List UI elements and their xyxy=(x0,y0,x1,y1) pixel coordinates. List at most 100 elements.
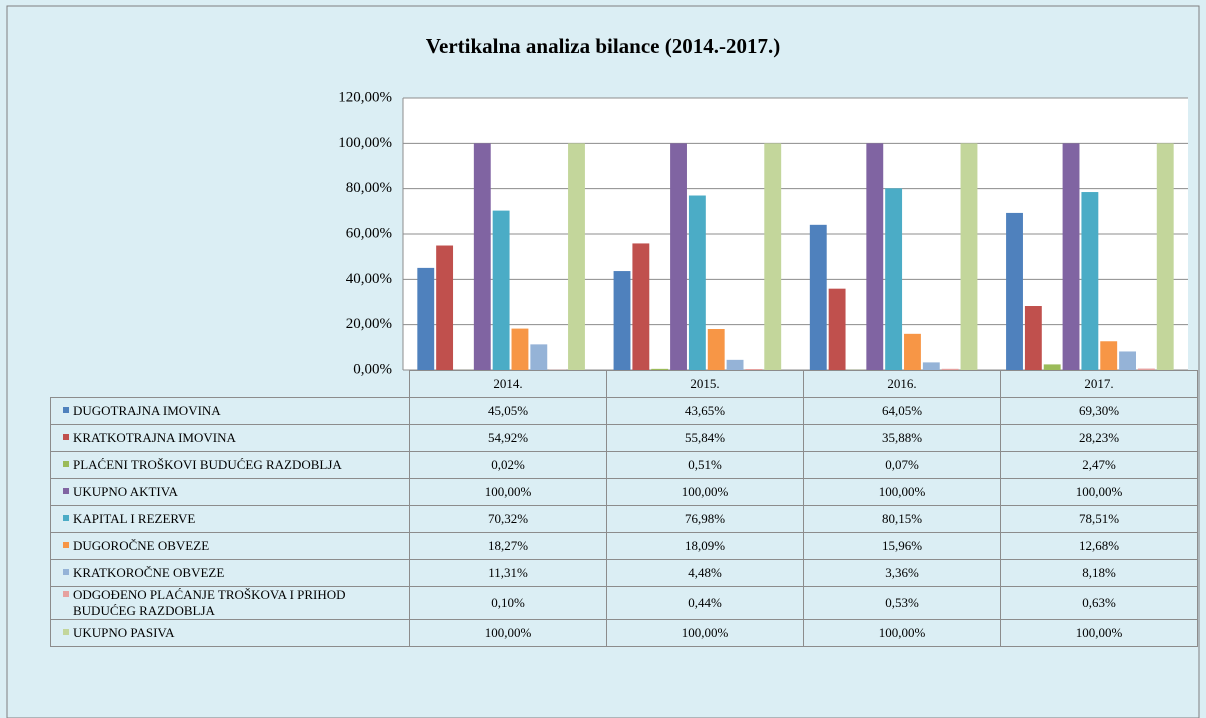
header-row: 2014. 2015. 2016. 2017. xyxy=(51,370,1198,398)
value-label: 54,92% xyxy=(409,424,607,452)
value-label: 78,51% xyxy=(1000,505,1198,533)
legend-entry: UKUPNO AKTIVA xyxy=(50,478,410,506)
bar xyxy=(1119,351,1136,370)
legend-entry: DUGOTRAJNA IMOVINA xyxy=(50,397,410,425)
value-label: 55,84% xyxy=(606,424,804,452)
table-row: DUGOTRAJNA IMOVINA 45,05% 43,65% 64,05% 69,3… xyxy=(50,397,1198,425)
series-name: KRATKOTRAJNA IMOVINA xyxy=(73,430,236,445)
value-label: 100,00% xyxy=(606,478,804,506)
legend-key xyxy=(63,407,69,413)
bar xyxy=(473,143,491,370)
value-label: 100,00% xyxy=(1000,619,1198,647)
y-tick-label: 0,00% xyxy=(353,361,392,377)
value-label: 100,00% xyxy=(409,478,607,506)
value-label: 100,00% xyxy=(803,478,1001,506)
series-name: DUGOROČNE OBVEZE xyxy=(73,538,210,553)
bar xyxy=(885,188,903,370)
value-label: 0,53% xyxy=(803,586,1001,620)
value-label: 3,36% xyxy=(803,559,1001,587)
value-label: 2,47% xyxy=(1000,451,1198,479)
bar xyxy=(1006,212,1023,370)
value-label: 35,88% xyxy=(803,424,1001,452)
legend-entry: ODGOĐENO PLAĆANJE TROŠKOVA I PRIHOD BUDU… xyxy=(50,586,410,620)
table-row: DUGOROČNE OBVEZE 18,27% 18,09% 15,96% 12,68% xyxy=(50,532,1198,560)
frame xyxy=(6,5,1200,718)
value-label: 28,23% xyxy=(1000,424,1198,452)
value-label: 12,68% xyxy=(1000,532,1198,560)
value-label: 70,32% xyxy=(409,505,607,533)
legend-entry: DUGOROČNE OBVEZE xyxy=(50,532,410,560)
bar xyxy=(745,369,763,370)
bar xyxy=(1081,192,1099,370)
table-row: KRATKOROČNE OBVEZE 11,31% 4,48% 3,36% 8,18% xyxy=(50,559,1198,587)
legend-key xyxy=(63,461,69,467)
bar xyxy=(670,143,687,370)
legend-key xyxy=(63,629,69,635)
bar xyxy=(568,143,585,370)
value-label: 0,51% xyxy=(606,451,804,479)
value-label: 100,00% xyxy=(409,619,607,647)
table-row: KRATKOTRAJNA IMOVINA 54,92% 55,84% 35,88% 28… xyxy=(50,424,1198,452)
bar xyxy=(632,243,650,370)
table-row: PLAĆENI TROŠKOVI BUDUĆEG RAZDOBLJA 0,02% 0… xyxy=(50,451,1198,479)
legend-key xyxy=(63,434,69,440)
y-tick-label: 80,00% xyxy=(346,180,392,196)
table-row: KAPITAL I REZERVE 70,32% 76,98% 80,15% 78,51… xyxy=(50,505,1198,533)
legend-key xyxy=(63,591,69,597)
x-tick-label: 2014. xyxy=(409,370,607,398)
value-label: 4,48% xyxy=(606,559,804,587)
y-tick-label: 60,00% xyxy=(346,225,392,241)
value-label: 18,09% xyxy=(606,532,804,560)
x-tick-label: 2015. xyxy=(606,370,804,398)
bar xyxy=(530,344,548,370)
bar xyxy=(809,224,827,370)
value-label: 0,63% xyxy=(1000,586,1198,620)
legend-entry: KAPITAL I REZERVE xyxy=(50,505,410,533)
bar xyxy=(726,359,744,370)
bar xyxy=(1043,364,1061,370)
bar xyxy=(417,267,435,370)
series-name: UKUPNO PASIVA xyxy=(73,625,175,640)
value-label: 76,98% xyxy=(606,505,804,533)
value-label: 100,00% xyxy=(606,619,804,647)
series-name: KRATKOROČNE OBVEZE xyxy=(73,565,225,580)
value-label: 0,07% xyxy=(803,451,1001,479)
legend-entry: PLAĆENI TROŠKOVI BUDUĆEG RAZDOBLJA xyxy=(50,451,410,479)
table-row: ODGOĐENO PLAĆANJE TROŠKOVA I PRIHOD BUDU… xyxy=(50,586,1198,620)
x-tick-label: 2016. xyxy=(803,370,1001,398)
legend-entry: UKUPNO PASIVA xyxy=(50,619,410,647)
series-name: PLAĆENI TROŠKOVI BUDUĆEG RAZDOBLJA xyxy=(73,457,342,472)
value-label: 11,31% xyxy=(409,559,607,587)
table-row: UKUPNO AKTIVA 100,00% 100,00% 100,00% 100,00… xyxy=(50,478,1198,506)
bar xyxy=(436,245,454,370)
bar xyxy=(1062,143,1080,370)
legend-entry: KRATKOROČNE OBVEZE xyxy=(50,559,410,587)
legend-key xyxy=(63,542,69,548)
value-label: 8,18% xyxy=(1000,559,1198,587)
legend-entry: KRATKOTRAJNA IMOVINA xyxy=(50,424,410,452)
bar xyxy=(1156,143,1174,370)
bar xyxy=(688,195,706,370)
bar xyxy=(904,333,921,370)
value-label: 64,05% xyxy=(803,397,1001,425)
value-label: 100,00% xyxy=(803,619,1001,647)
value-label: 0,44% xyxy=(606,586,804,620)
bar xyxy=(651,368,669,370)
bar xyxy=(828,288,846,370)
bar xyxy=(1024,306,1042,370)
value-label: 0,02% xyxy=(409,451,607,479)
value-label: 80,15% xyxy=(803,505,1001,533)
legend-key xyxy=(63,488,69,494)
series-name: ODGOĐENO PLAĆANJE TROŠKOVA I PRIHOD BUDU… xyxy=(73,587,346,618)
value-label: 100,00% xyxy=(1000,478,1198,506)
legend-key xyxy=(63,515,69,521)
bar xyxy=(1100,341,1118,370)
series-name: KAPITAL I REZERVE xyxy=(73,511,196,526)
value-label: 45,05% xyxy=(409,397,607,425)
value-label: 69,30% xyxy=(1000,397,1198,425)
y-tick-label: 100,00% xyxy=(338,135,392,151)
x-tick-label: 2017. xyxy=(1000,370,1198,398)
bar xyxy=(492,210,510,370)
